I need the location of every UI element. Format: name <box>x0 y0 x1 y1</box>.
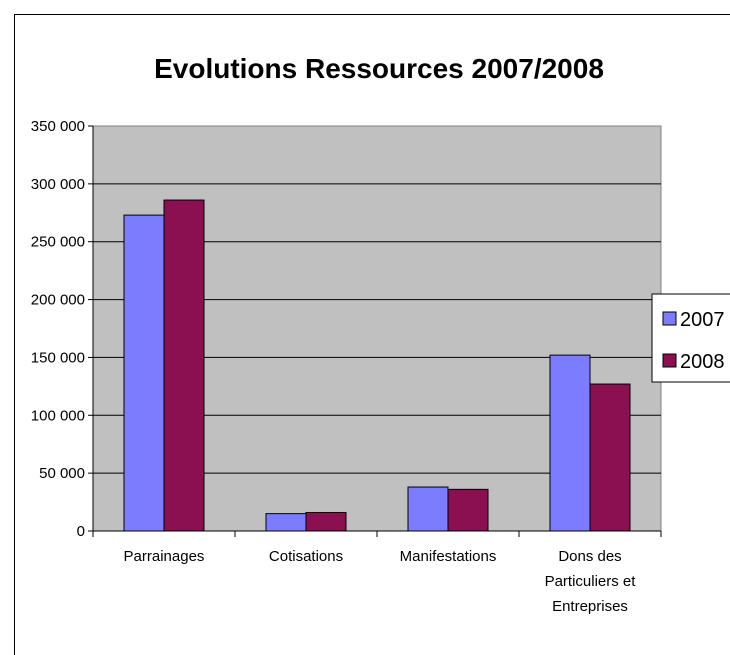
x-category-label: Cotisations <box>269 548 343 565</box>
y-tick-label: 150 000 <box>31 349 85 366</box>
bar-2007-3 <box>549 354 591 532</box>
y-tick-label: 250 000 <box>31 234 85 251</box>
bar-2007-1 <box>265 513 307 532</box>
bar-2008-0 <box>163 199 205 532</box>
legend-label-2008: 2008 <box>680 351 725 373</box>
y-tick-label: 300 000 <box>31 176 85 193</box>
y-tick-label: 350 000 <box>31 118 85 135</box>
bar-2008-1 <box>305 511 347 532</box>
x-axis: Parrainages Cotisations Manifestations Dons… <box>92 530 662 615</box>
bar-2008-2 <box>447 488 489 532</box>
y-tick-label: 200 000 <box>31 292 85 309</box>
bar-2007-2 <box>407 486 449 532</box>
y-tick-label: 100 000 <box>31 407 85 424</box>
legend-swatch-2008 <box>662 353 677 368</box>
x-category-label: Manifestations <box>400 548 497 565</box>
bars <box>123 199 631 532</box>
y-tick-label: 0 <box>77 523 85 540</box>
legend: 2007 2008 <box>651 293 730 383</box>
legend-label-2007: 2007 <box>680 309 725 331</box>
y-axis: 0 50 000 100 000 150 000 200 000 250 000 300 0… <box>31 118 94 540</box>
legend-swatch-2007 <box>662 311 677 326</box>
chart-title: Evolutions Ressources 2007/2008 <box>154 53 604 84</box>
bar-2007-0 <box>123 214 165 532</box>
y-tick-label: 50 000 <box>39 465 85 482</box>
chart-frame <box>14 14 730 655</box>
x-category-label: Dons des Particuliers et Entreprises <box>545 548 637 615</box>
x-category-label: Parrainages <box>124 548 205 565</box>
bar-2008-3 <box>589 383 631 532</box>
